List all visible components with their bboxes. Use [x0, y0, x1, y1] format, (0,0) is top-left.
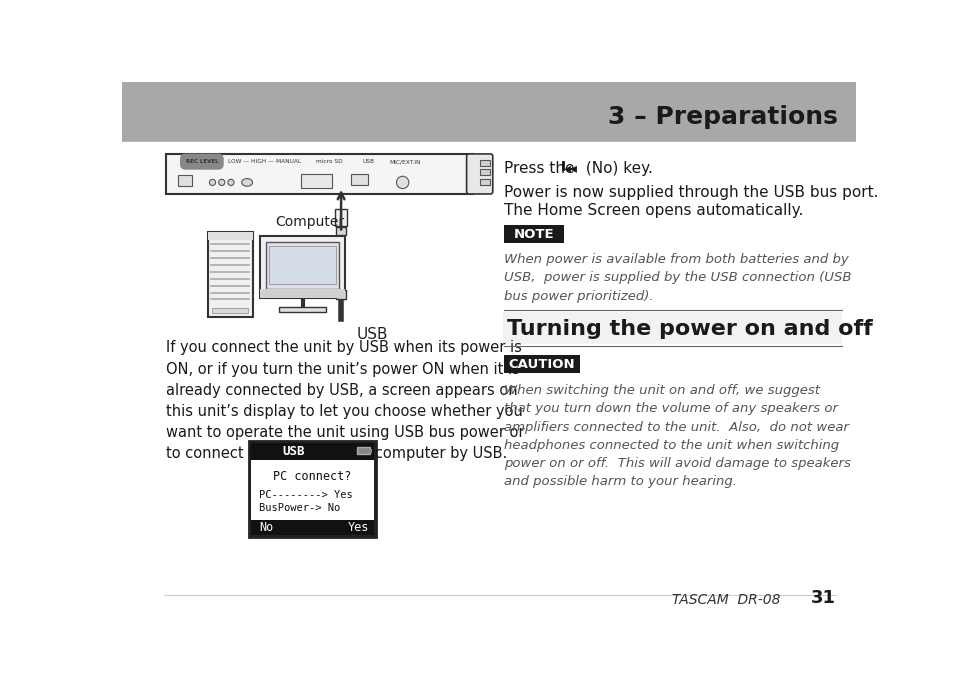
- Bar: [251, 520, 374, 535]
- Text: TASCAM  DR-08: TASCAM DR-08: [672, 593, 780, 608]
- Bar: [335, 227, 346, 235]
- Text: REC LEVEL: REC LEVEL: [185, 159, 218, 164]
- Text: Power is now supplied through the USB bus port.: Power is now supplied through the USB bu…: [504, 185, 878, 200]
- Text: BusPower-> No: BusPower-> No: [258, 503, 339, 513]
- Bar: [208, 233, 253, 317]
- Bar: [121, 82, 856, 143]
- Text: Yes: Yes: [348, 521, 369, 534]
- Text: LOW — HIGH — MANUAL: LOW — HIGH — MANUAL: [228, 159, 301, 164]
- Bar: [504, 225, 564, 244]
- Bar: [351, 174, 368, 185]
- Bar: [266, 242, 338, 289]
- Bar: [480, 160, 489, 166]
- Bar: [335, 290, 346, 300]
- Text: USB: USB: [282, 445, 304, 458]
- Bar: [480, 178, 489, 185]
- Bar: [335, 209, 347, 226]
- Text: 3 – Preparations: 3 – Preparations: [607, 104, 837, 128]
- Text: ◂◂: ◂◂: [564, 161, 578, 175]
- Bar: [356, 447, 369, 454]
- Bar: [208, 233, 253, 240]
- Bar: [260, 289, 345, 298]
- FancyBboxPatch shape: [466, 154, 493, 194]
- Text: Press the: Press the: [504, 161, 579, 176]
- Text: MIC/EXT.IN: MIC/EXT.IN: [389, 159, 420, 164]
- Text: No: No: [259, 521, 274, 534]
- Text: USB: USB: [362, 159, 375, 164]
- Bar: [279, 307, 325, 311]
- Bar: [504, 355, 579, 373]
- Bar: [260, 236, 345, 298]
- Bar: [249, 441, 375, 536]
- Bar: [166, 154, 473, 194]
- Text: USB: USB: [356, 327, 388, 342]
- Text: (No) key.: (No) key.: [580, 161, 653, 176]
- Text: NOTE: NOTE: [514, 228, 554, 241]
- Bar: [251, 442, 374, 460]
- Text: Turning the power on and off: Turning the power on and off: [507, 319, 872, 339]
- Text: 31: 31: [810, 589, 836, 608]
- Ellipse shape: [241, 178, 253, 187]
- Text: micro SD: micro SD: [316, 159, 343, 164]
- Bar: [177, 176, 192, 187]
- Bar: [213, 308, 248, 313]
- Bar: [251, 442, 374, 535]
- Text: The Home Screen opens automatically.: The Home Screen opens automatically.: [504, 203, 802, 218]
- Text: PC--------> Yes: PC--------> Yes: [258, 490, 352, 500]
- Text: When power is available from both batteries and by
USB,  power is supplied by th: When power is available from both batter…: [504, 253, 851, 303]
- Bar: [121, 143, 856, 611]
- Text: Computer: Computer: [275, 215, 344, 228]
- Circle shape: [396, 176, 409, 189]
- Text: PC connect?: PC connect?: [274, 470, 352, 483]
- Bar: [480, 169, 489, 176]
- Bar: [269, 246, 335, 284]
- Circle shape: [210, 179, 215, 185]
- Bar: [301, 174, 332, 188]
- Circle shape: [228, 179, 233, 185]
- Circle shape: [218, 179, 225, 185]
- Text: CAUTION: CAUTION: [508, 357, 575, 370]
- Text: When switching the unit on and off, we suggest
that you turn down the volume of : When switching the unit on and off, we s…: [504, 384, 850, 488]
- Bar: [502, 311, 841, 344]
- Bar: [369, 449, 372, 453]
- Text: If you connect the unit by USB when its power is
ON, or if you turn the unit’s p: If you connect the unit by USB when its …: [166, 340, 524, 462]
